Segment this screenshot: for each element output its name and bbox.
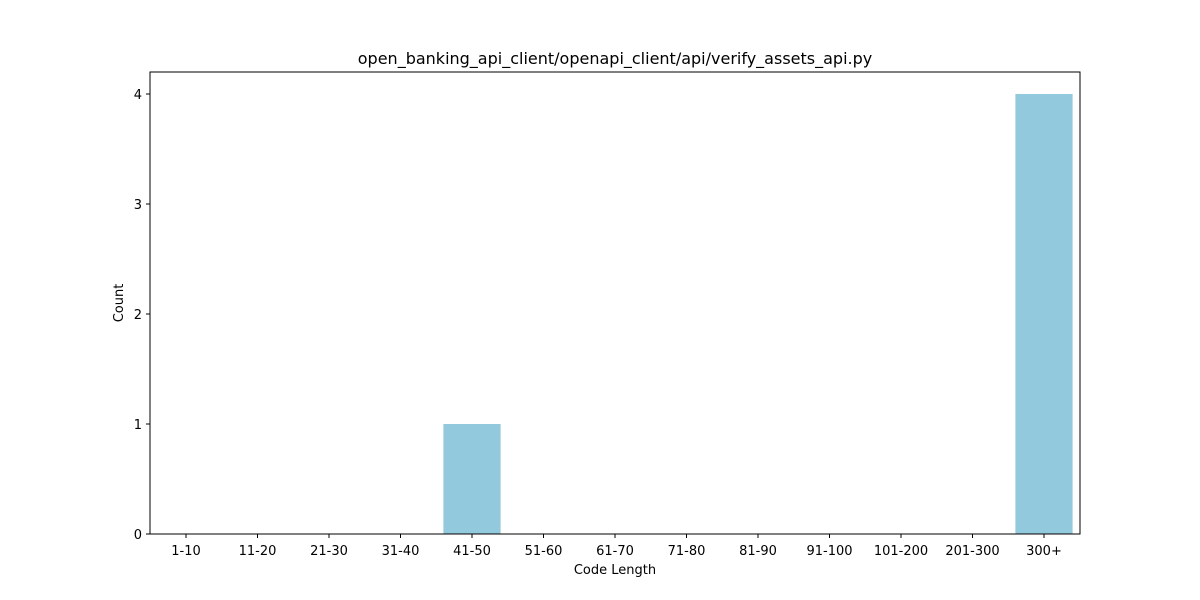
bar-300+ bbox=[1015, 94, 1073, 534]
x-tick-label: 201-300 bbox=[945, 544, 999, 559]
x-tick-label: 11-20 bbox=[239, 544, 277, 559]
x-tick-label: 41-50 bbox=[453, 544, 491, 559]
bar-41-50 bbox=[443, 424, 501, 534]
x-tick-label: 101-200 bbox=[874, 544, 928, 559]
x-tick-label: 81-90 bbox=[739, 544, 777, 559]
x-tick-label: 61-70 bbox=[596, 544, 634, 559]
x-axis-ticks: 1-10 11-20 21-30 31-40 41-50 51-60 61-70 71-80 8… bbox=[171, 534, 1062, 559]
x-tick-label: 21-30 bbox=[310, 544, 348, 559]
x-axis-label: Code Length bbox=[574, 563, 656, 578]
x-tick-label: 1-10 bbox=[171, 544, 201, 559]
x-tick-label: 91-100 bbox=[806, 544, 852, 559]
y-axis-ticks: 0 1 2 3 4 bbox=[134, 88, 150, 543]
y-tick-label: 4 bbox=[134, 88, 142, 103]
y-tick-label: 0 bbox=[134, 528, 142, 543]
plot-frame bbox=[149, 71, 1081, 535]
y-tick-label: 3 bbox=[134, 198, 142, 213]
y-tick-label: 1 bbox=[134, 418, 142, 433]
bars-group bbox=[443, 94, 1073, 534]
y-tick-label: 2 bbox=[134, 308, 142, 323]
chart-title: open_banking_api_client/openapi_client/a… bbox=[358, 49, 872, 69]
x-tick-label: 300+ bbox=[1026, 544, 1062, 559]
x-tick-label: 71-80 bbox=[668, 544, 706, 559]
x-tick-label: 31-40 bbox=[382, 544, 420, 559]
x-tick-label: 51-60 bbox=[525, 544, 563, 559]
y-axis-label: Count bbox=[112, 284, 127, 323]
